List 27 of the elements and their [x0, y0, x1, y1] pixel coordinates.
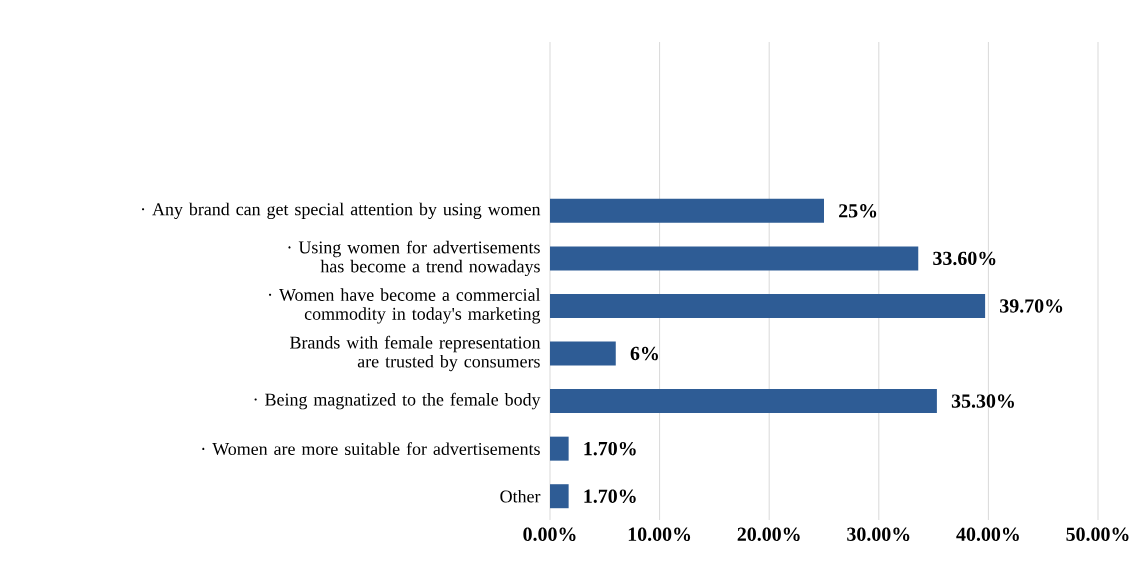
bar	[550, 198, 824, 223]
bar	[550, 246, 919, 271]
bar	[550, 436, 569, 461]
bar	[550, 389, 937, 414]
y-tick-label: · Women are more suitable for advertisements	[202, 442, 540, 456]
y-tick-label: · Using women for advertisements has become a trend nowadays	[288, 240, 540, 277]
y-tick-label: · Being magnatized to the female body	[254, 392, 541, 410]
bar	[550, 484, 569, 509]
x-tick-label: 40.00%	[956, 527, 1019, 542]
data-label: 1.70%	[584, 441, 636, 456]
data-label: 25%	[839, 204, 877, 218]
y-tick-label: Other	[500, 489, 541, 503]
data-label: 39.70%	[1000, 299, 1063, 313]
x-tick-label: 30.00%	[847, 527, 910, 542]
x-tick-label: 50.00%	[1066, 527, 1129, 542]
y-tick-label: · Women have become a commercial commodity in today's marketing	[269, 288, 541, 324]
data-label: 6%	[630, 346, 658, 361]
y-tick-label: · Any brand can get special attention by using women	[142, 202, 541, 219]
bar	[550, 341, 616, 366]
bar	[550, 293, 986, 318]
data-label: 33.60%	[933, 251, 996, 266]
data-label: 1.70%	[584, 489, 636, 503]
x-tick-label: 10.00%	[628, 527, 691, 542]
x-tick-label: 20.00%	[737, 527, 800, 542]
x-tick-label: 0.00%	[523, 527, 576, 542]
y-tick-label: Brands with female representation are trusted by consumers	[290, 335, 541, 372]
data-label: 35.30%	[951, 394, 1014, 408]
